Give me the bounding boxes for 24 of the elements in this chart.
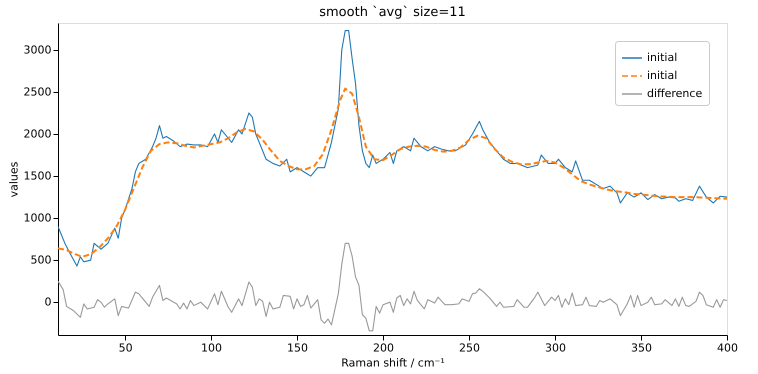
y-tick-label: 2000	[24, 128, 52, 141]
y-tick-label: 500	[30, 254, 52, 267]
chart-title: smooth `avg` size=11	[319, 5, 466, 20]
legend-label: initial	[647, 69, 678, 82]
y-tick-label: 3000	[24, 43, 52, 56]
x-tick-label: 100	[201, 342, 222, 354]
line-series	[58, 242, 727, 332]
x-tick-label: 400	[717, 342, 738, 354]
y-axis-title: values	[8, 161, 21, 198]
legend-label: initial	[647, 51, 678, 64]
legend-label: difference	[647, 87, 702, 100]
y-tick-label: 2500	[24, 85, 52, 98]
y-tick-label: 1500	[24, 170, 52, 183]
line-series	[58, 30, 727, 267]
x-tick-label: 350	[631, 342, 652, 354]
line-series	[58, 88, 727, 258]
y-tick-label: 1000	[24, 212, 52, 225]
x-tick-label: 200	[373, 342, 394, 354]
x-tick-label: 300	[545, 342, 566, 354]
x-tick-label: 150	[287, 342, 308, 354]
x-tick-label: 50	[118, 342, 133, 354]
x-axis-title: Raman shift / cm⁻¹	[341, 356, 445, 370]
x-tick-label: 250	[459, 342, 480, 354]
y-tick-label: 0	[44, 296, 52, 309]
